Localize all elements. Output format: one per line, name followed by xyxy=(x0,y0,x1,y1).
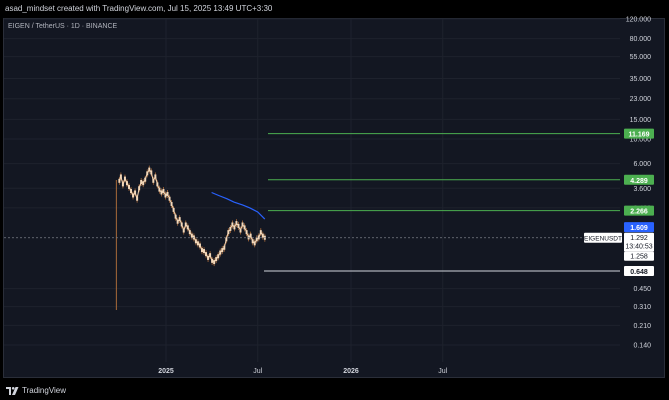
y-tick-label: 0.310 xyxy=(633,304,651,311)
y-tick-label: 3.600 xyxy=(633,186,651,193)
tradingview-brand: TradingView xyxy=(22,386,67,395)
countdown-label: 13:40:53 xyxy=(625,244,652,251)
chart-title: EIGEN / TetherUS · 1D · BINANCE xyxy=(8,23,118,30)
x-tick-label: Jul xyxy=(253,368,262,375)
y-tick-label: 15.000 xyxy=(630,117,652,124)
tradingview-logo-icon xyxy=(6,387,19,395)
credit-text: asad_mindset created with TradingView.co… xyxy=(5,4,273,13)
target-level-label: 2.266 xyxy=(630,209,648,216)
y-tick-label: 0.210 xyxy=(633,323,651,330)
moving-average-line xyxy=(211,191,266,220)
support-level-label: 0.648 xyxy=(630,269,648,276)
y-tick-label: 10.000 xyxy=(630,136,652,143)
ma-value-label: 1.609 xyxy=(630,225,648,232)
top-bar: asad_mindset created with TradingView.co… xyxy=(0,0,669,18)
price-line xyxy=(118,168,266,263)
y-tick-label: 35.000 xyxy=(630,76,652,83)
low-price-label: 1.258 xyxy=(630,254,648,261)
y-tick-label: 23.000 xyxy=(630,96,652,103)
x-tick-label: Jul xyxy=(438,368,447,375)
y-tick-label: 0.140 xyxy=(633,343,651,350)
support-level-tag xyxy=(624,266,654,277)
y-tick-label: 0.450 xyxy=(633,286,651,293)
x-tick-label: 2026 xyxy=(343,368,359,375)
y-tick-label: 6.000 xyxy=(633,161,651,168)
symbol-tag-label: EIGENUSDT xyxy=(584,236,622,243)
candle-body xyxy=(118,178,121,183)
target-level-label: 11.169 xyxy=(628,132,649,139)
ma-value-tag xyxy=(624,222,654,233)
bottom-bar: TradingView xyxy=(0,380,669,400)
target-level-tag xyxy=(624,174,654,185)
y-tick-label: 120.000 xyxy=(626,17,651,24)
target-level-label: 4.289 xyxy=(630,178,648,185)
y-tick-label: 55.000 xyxy=(630,54,652,61)
y-tick-label: 80.000 xyxy=(630,36,652,43)
current-price-tag xyxy=(624,232,654,252)
target-level-tag xyxy=(624,128,654,139)
x-tick-label: 2025 xyxy=(158,368,174,375)
low-price-tag xyxy=(624,251,654,261)
current-price-label: 1.292 xyxy=(630,235,648,242)
symbol-tag xyxy=(584,232,622,243)
target-level-tag xyxy=(624,205,654,216)
